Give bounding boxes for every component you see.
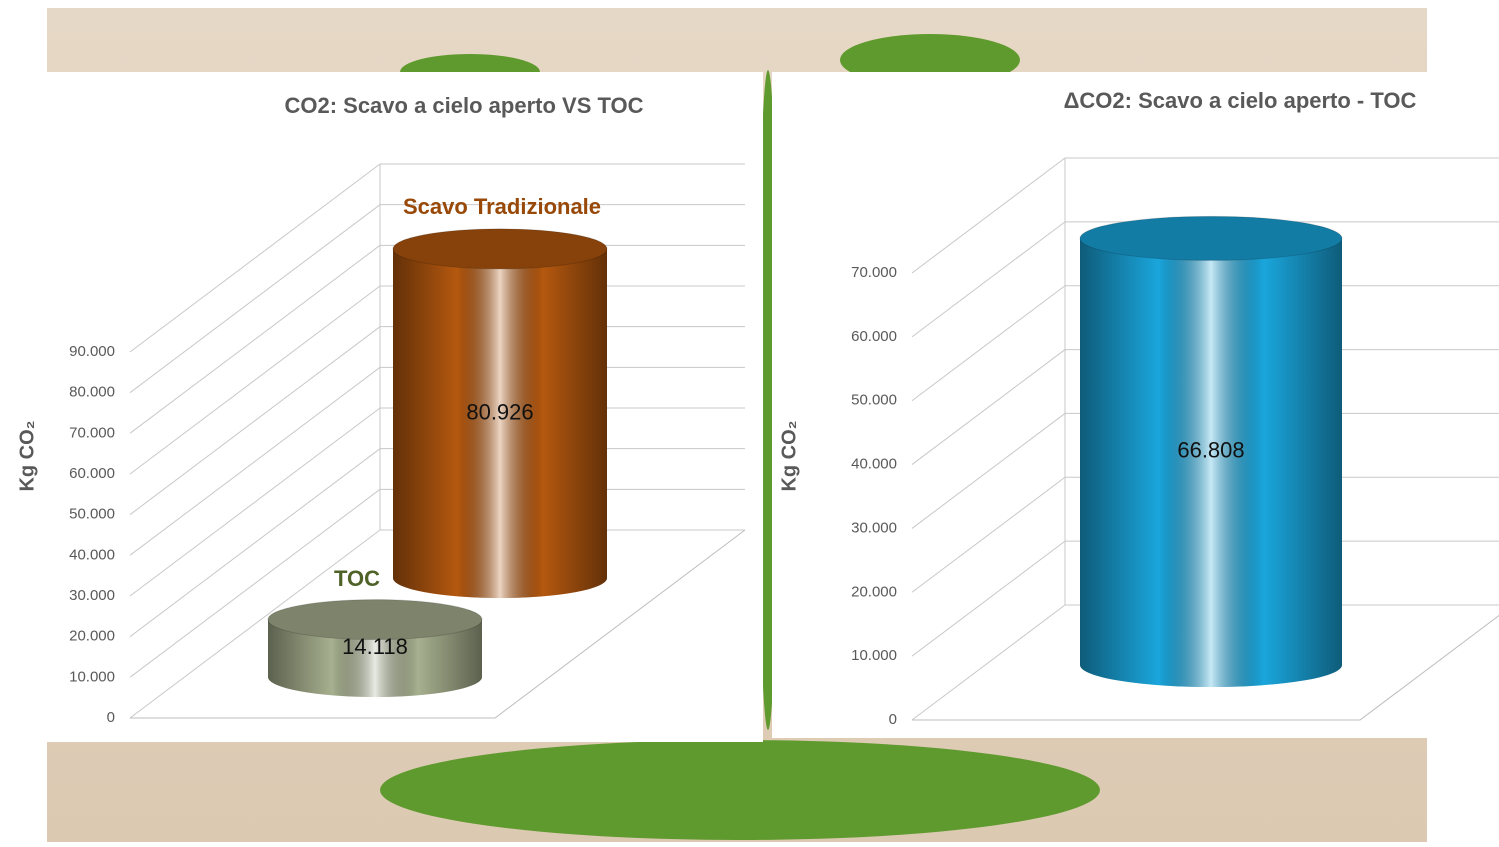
grid-line: [911, 349, 1066, 465]
chart-title: ΔCO2: Scavo a cielo aperto - TOC: [1064, 88, 1417, 113]
y-tick-label: 80.000: [69, 384, 115, 401]
grid-line: [129, 326, 381, 516]
y-tick-label: 30.000: [851, 519, 897, 536]
cylinder-top: [1079, 215, 1343, 261]
grid-line: [129, 244, 381, 434]
y-tick-label: 70.000: [851, 264, 897, 281]
y-axis-label: Kg CO₂: [16, 420, 38, 491]
grid-line: [129, 448, 381, 638]
floor-edge: [130, 529, 746, 719]
y-tick-label: 90.000: [69, 343, 115, 360]
value-label: 14.118: [342, 634, 408, 659]
cylinder-shading: [393, 248, 607, 598]
cylinder-top-shade: [393, 228, 607, 269]
grid-line: [911, 221, 1066, 338]
category-label: Scavo Tradizionale: [403, 194, 601, 219]
cylinder-shading: [268, 619, 482, 697]
grid-line: [129, 285, 381, 475]
category-label: TOC: [334, 566, 380, 591]
grid-line: [129, 204, 381, 394]
y-tick-label: 10.000: [69, 668, 115, 685]
y-axis-label: Kg CO₂: [778, 420, 800, 491]
grid-line: [129, 163, 381, 353]
cylinder-top-shade: [1080, 216, 1342, 261]
y-tick-label: 60.000: [851, 328, 897, 345]
value-label: 80.926: [466, 399, 533, 424]
value-label: 66.808: [1177, 438, 1244, 463]
y-tick-label: 60.000: [69, 465, 115, 482]
y-tick-label: 50.000: [69, 506, 115, 523]
cylinder-top: [392, 228, 608, 270]
cylinder-top-shade: [268, 599, 482, 640]
grid-line: [911, 604, 1066, 721]
grid-line: [911, 285, 1066, 402]
y-tick-label: 0: [107, 709, 115, 726]
y-tick-label: 20.000: [69, 628, 115, 645]
y-tick-label: 40.000: [69, 546, 115, 563]
y-tick-label: 30.000: [69, 587, 115, 604]
y-tick-label: 70.000: [69, 424, 115, 441]
y-tick-label: 50.000: [851, 392, 897, 409]
grid-line: [911, 476, 1066, 593]
y-tick-label: 10.000: [851, 647, 897, 664]
grid-line: [911, 540, 1066, 657]
grid-line: [129, 488, 381, 678]
grid-line: [911, 413, 1066, 529]
y-tick-label: 40.000: [851, 456, 897, 473]
cylinder-top: [267, 599, 483, 641]
y-tick-label: 0: [889, 711, 897, 728]
floor-edge: [912, 614, 1499, 721]
cylinder-shading: [1080, 238, 1342, 688]
grid-line: [129, 407, 381, 597]
grid-line: [911, 157, 1066, 274]
y-tick-label: 20.000: [851, 583, 897, 600]
grid-line: [129, 529, 381, 719]
grid-line: [129, 366, 381, 556]
chart-title: CO2: Scavo a cielo aperto VS TOC: [284, 93, 643, 118]
